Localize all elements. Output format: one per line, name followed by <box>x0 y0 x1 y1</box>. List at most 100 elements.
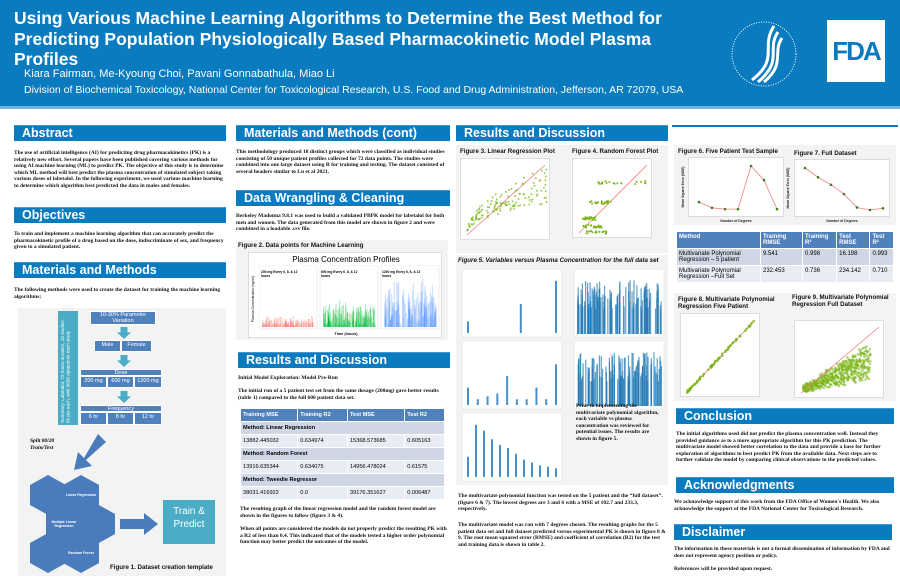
data-point <box>335 324 337 327</box>
data-point <box>492 210 495 213</box>
data-point <box>414 305 416 327</box>
data-point <box>364 316 366 327</box>
data-point <box>849 368 852 371</box>
data-point <box>359 307 361 327</box>
data-point <box>337 317 339 327</box>
fda-logo: FDA <box>827 20 885 82</box>
data-point <box>841 359 845 363</box>
data-point <box>410 308 412 327</box>
data-bar <box>519 304 522 333</box>
data-point <box>356 308 358 327</box>
data-bar <box>650 365 652 406</box>
mse-point <box>855 206 859 209</box>
data-point <box>820 386 824 389</box>
data-bar <box>599 301 601 334</box>
data-point <box>304 318 306 327</box>
wrangling-heading: Data Wrangling & Cleaning <box>236 190 450 206</box>
data-bar <box>642 352 645 406</box>
data-point <box>407 293 409 327</box>
data-point <box>358 307 360 327</box>
data-point <box>364 323 366 327</box>
data-point <box>845 367 848 370</box>
data-point <box>338 323 340 327</box>
data-point <box>527 196 530 199</box>
data-point <box>327 309 329 327</box>
data-point <box>266 321 268 327</box>
data-point <box>357 306 359 327</box>
data-point <box>343 316 345 327</box>
data-point <box>396 310 398 327</box>
data-point <box>273 319 275 327</box>
data-point <box>854 372 857 375</box>
data-point <box>324 310 326 327</box>
data-point <box>859 365 863 368</box>
data-point <box>545 200 548 203</box>
mse-point <box>710 206 714 210</box>
data-point <box>354 324 356 327</box>
down-arrow-icon <box>117 355 131 367</box>
wrangling-text: Berkeley Madonna 9.8.1 was used to build… <box>236 213 445 233</box>
data-point <box>396 322 398 327</box>
data-point <box>493 206 496 209</box>
data-point <box>524 196 527 199</box>
data-point <box>389 288 391 327</box>
data-point <box>273 322 275 327</box>
data-bar <box>641 309 643 334</box>
data-point <box>346 312 348 327</box>
data-point <box>714 359 717 363</box>
data-point <box>361 310 363 327</box>
fig6-y-axis-label: Mean Square Error (MSE) <box>681 166 685 208</box>
data-bar <box>649 292 652 334</box>
mse-point <box>775 207 779 211</box>
data-point <box>301 319 303 327</box>
data-bar <box>607 298 609 334</box>
data-point <box>429 291 431 327</box>
y-axis-label: Plasma Concentration (ng/ml) <box>251 275 255 323</box>
data-point <box>282 326 284 327</box>
data-point <box>266 321 268 327</box>
data-bar <box>515 453 517 477</box>
data-point <box>420 302 422 327</box>
data-bar <box>596 365 598 406</box>
data-point <box>396 311 398 327</box>
data-point <box>540 202 543 205</box>
data-point <box>494 193 497 196</box>
data-point <box>388 292 390 327</box>
data-point <box>853 370 856 373</box>
data-point <box>486 200 489 203</box>
data-bar <box>623 378 625 406</box>
data-point <box>355 324 357 327</box>
data-point <box>365 304 367 327</box>
data-point <box>286 321 288 327</box>
data-point <box>292 325 294 327</box>
data-point <box>837 380 841 383</box>
data-point <box>587 224 590 227</box>
data-point <box>335 304 337 327</box>
data-bar <box>525 399 528 405</box>
data-point <box>434 318 436 327</box>
data-point <box>866 365 870 369</box>
data-point <box>544 179 547 182</box>
data-bar <box>656 358 658 406</box>
data-point <box>811 384 815 387</box>
data-point <box>275 325 277 327</box>
data-point <box>341 323 343 327</box>
data-point <box>857 375 861 378</box>
data-point <box>481 204 484 207</box>
data-point <box>588 201 591 204</box>
data-point <box>346 318 348 327</box>
data-point <box>820 383 823 386</box>
data-point <box>310 321 312 327</box>
data-point <box>263 325 265 327</box>
data-point <box>268 323 270 327</box>
data-point <box>825 374 828 377</box>
data-point <box>412 315 414 327</box>
data-point <box>330 320 332 327</box>
data-point <box>408 301 410 327</box>
data-point <box>413 305 415 327</box>
data-point <box>367 311 369 327</box>
data-point <box>590 200 593 203</box>
data-point <box>855 364 858 367</box>
data-point <box>345 314 347 327</box>
data-point <box>507 200 510 203</box>
